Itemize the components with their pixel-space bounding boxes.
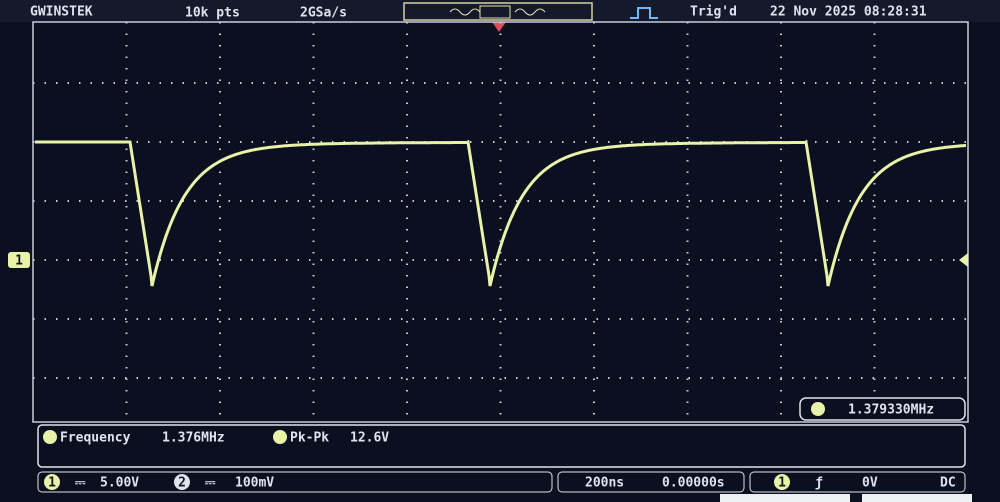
measure-icon: [273, 430, 287, 444]
counter-box: [799, 397, 966, 421]
timebase: 200ns: [585, 476, 624, 491]
softkey-tab: [720, 494, 850, 502]
record-length: 10k pts: [185, 6, 240, 21]
measure-name: Frequency: [60, 431, 131, 446]
measure-value: 12.6V: [350, 431, 389, 446]
ground-marker: [8, 252, 30, 268]
measurement-panel: [37, 424, 966, 468]
ch2-coupling-icon: ⎓: [205, 476, 216, 491]
trigger-edge-icon: [630, 7, 658, 19]
trigger-coupling: DC: [940, 476, 956, 491]
ch1-coupling-icon: ⎓: [75, 476, 86, 491]
ground-marker-label: 1: [15, 254, 23, 269]
counter-channel-icon: [811, 402, 825, 416]
graticule-border: [32, 21, 969, 423]
horizontal-position: 0.00000s: [662, 476, 725, 491]
ch1-scale: 5.00V: [100, 476, 139, 491]
ch1-badge: [44, 474, 60, 490]
channel-panel: [37, 471, 553, 493]
ch2-badge: [174, 474, 190, 490]
trigger-source-badge: [774, 474, 790, 490]
waveform-ch1: [35, 139, 966, 287]
trigger-level-marker: [959, 253, 968, 267]
datetime: 22 Nov 2025 08:28:31: [770, 5, 927, 20]
measure-value: 1.376MHz: [162, 431, 225, 446]
trigger-status: Trig'd: [690, 5, 737, 20]
ch2-number: 2: [178, 476, 186, 491]
ch1-number: 1: [48, 476, 56, 491]
timebase-panel: [557, 471, 745, 493]
trigger-panel: [749, 471, 966, 493]
trigger-position-marker: [492, 22, 506, 32]
logo: GWINSTEK: [30, 5, 93, 20]
measure-name: Pk-Pk: [290, 431, 329, 446]
memory-waveform-icon: [449, 5, 546, 19]
ch2-scale: 100mV: [235, 476, 274, 491]
memory-bar: [403, 2, 593, 21]
trigger-source: 1: [778, 476, 786, 491]
top-bar: [0, 0, 1000, 22]
sample-rate: 2GSa/s: [300, 6, 347, 21]
frequency-counter: 1.379330MHz: [848, 403, 934, 418]
trigger-level: 0V: [862, 476, 878, 491]
softkey-tab: [862, 494, 972, 502]
trigger-slope-icon: ƒ: [815, 476, 823, 491]
measure-icon: [43, 430, 57, 444]
